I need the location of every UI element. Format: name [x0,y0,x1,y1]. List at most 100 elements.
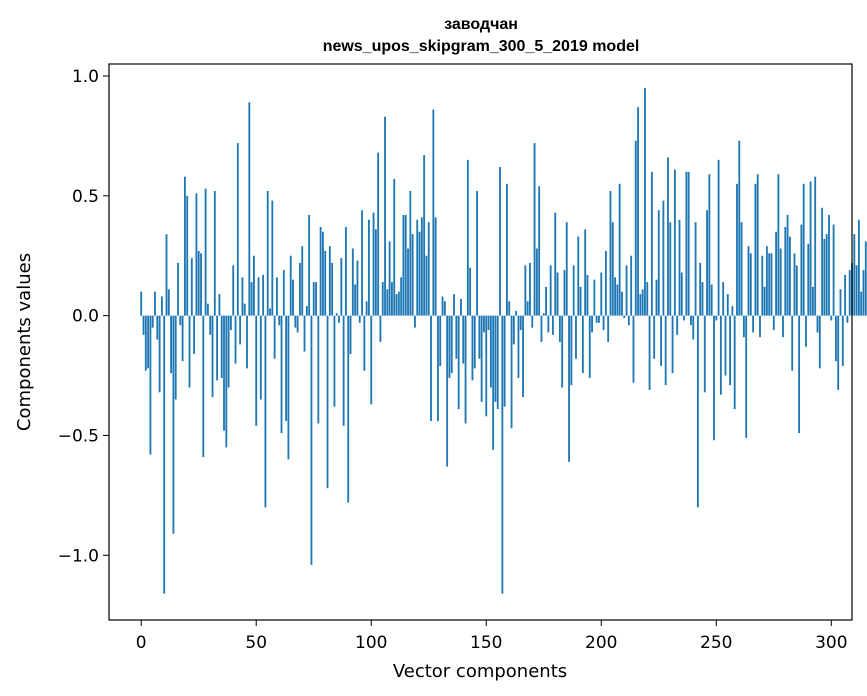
bar-199 [598,315,600,323]
bar-308 [848,270,851,316]
bar-232 [673,169,676,316]
bar-198 [595,315,598,323]
x-tick-label: 150 [470,633,502,653]
bar-13 [170,315,173,374]
bar-151 [487,315,490,331]
bar-227 [662,200,665,316]
bar-68 [296,315,299,333]
bar-88 [342,315,345,426]
bar-116 [407,248,409,316]
bar-105 [381,282,384,316]
bar-40 [232,265,235,316]
bar-205 [611,222,614,316]
bar-204 [609,191,612,316]
bar-174 [540,315,543,342]
bar-180 [554,212,557,316]
bar-22 [190,258,193,316]
bar-257 [731,306,734,316]
bar-184 [563,270,566,316]
bar-281 [786,214,789,316]
bar-18 [181,315,184,362]
bar-92 [351,248,354,316]
bar-286 [798,315,801,434]
bar-89 [345,226,347,316]
bar-245 [703,315,706,393]
bar-185 [565,222,568,316]
bar-139 [460,298,462,316]
bar-305 [841,315,844,366]
bar-33 [216,315,219,381]
bar-76 [315,282,317,316]
bar-271 [763,286,766,316]
bar-146 [476,191,478,316]
bar-225 [657,210,660,316]
bar-136 [453,294,455,316]
bar-129 [437,315,439,422]
bar-164 [517,315,520,378]
bar-234 [678,219,681,316]
bar-278 [779,248,782,316]
bar-223 [653,315,656,359]
x-tick-label: 200 [585,633,617,653]
bar-21 [188,315,191,388]
bar-175 [542,313,545,316]
bar-268 [756,174,759,316]
bar-19 [183,176,186,316]
bar-86 [338,315,340,323]
bar-148 [480,315,483,402]
bar-192 [581,315,584,374]
y-tick-label: 0.0 [72,307,99,327]
bar-42 [236,143,239,316]
bar-197 [593,279,596,316]
bar-269 [759,315,761,338]
bar-200 [600,272,603,316]
bar-10 [163,315,166,594]
bar-110 [393,179,396,316]
bar-98 [365,301,368,316]
bar-135 [450,315,453,374]
bar-172 [535,248,538,316]
bar-28 [204,188,207,316]
chart-subtitle: news_upos_skipgram_300_5_2019 model [323,38,640,55]
bar-194 [586,274,589,316]
bar-113 [400,277,403,316]
bar-121 [418,231,421,316]
bar-147 [478,315,481,359]
bar-81 [326,315,329,489]
bar-247 [708,174,711,316]
bar-4 [149,315,152,455]
bar-156 [499,167,501,316]
bar-73 [308,214,311,316]
bar-300 [830,315,833,321]
x-axis-label: Vector components [393,661,567,682]
bar-35 [220,315,223,378]
bar-32 [213,191,216,316]
bar-71 [303,315,306,352]
bar-24 [195,193,198,316]
bar-211 [625,265,628,316]
bar-140 [462,315,465,364]
bar-11 [165,234,168,316]
bar-62 [282,270,285,316]
bar-255 [726,294,729,316]
y-axis-ticks: −1.0 −0.5 0.0 0.5 1.0 [58,67,109,566]
bar-109 [391,282,393,316]
y-tick-label: −0.5 [58,426,99,446]
bar-66 [292,279,294,316]
bar-80 [324,250,327,316]
bar-124 [425,255,428,316]
bar-23 [193,315,196,354]
bar-176 [545,286,547,316]
bar-7 [156,315,159,340]
bar-231 [671,315,674,374]
bar-78 [319,226,322,316]
bar-248 [710,284,713,316]
bar-163 [515,310,518,316]
bar-138 [457,315,460,410]
bar-51 [257,277,260,316]
bar-15 [174,315,177,400]
bar-213 [630,255,633,316]
bar-279 [782,315,784,338]
bar-8 [158,315,161,393]
